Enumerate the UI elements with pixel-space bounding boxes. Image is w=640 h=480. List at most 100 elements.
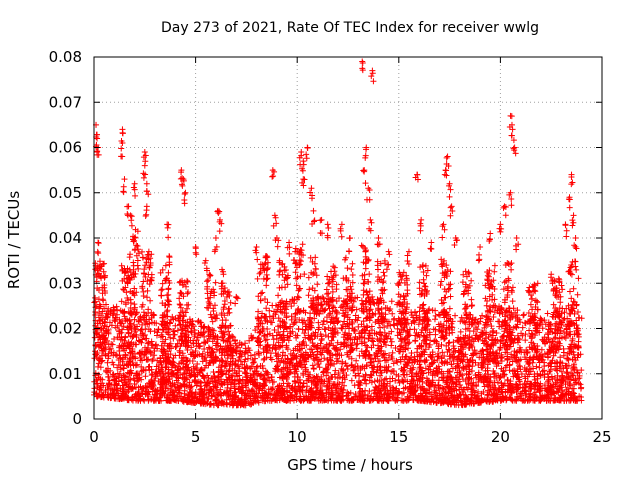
data-point [198,380,205,387]
data-point [433,365,440,372]
data-point [541,338,548,345]
data-point [301,330,308,337]
data-point [296,316,303,323]
data-point [102,352,109,359]
data-point [113,352,120,359]
data-point [541,382,548,389]
data-point [227,358,234,365]
data-point [313,381,320,388]
data-point [521,388,528,395]
data-point [537,317,544,324]
data-point [186,379,193,386]
data-point [113,381,120,388]
data-point [287,330,294,337]
data-point [332,374,339,381]
data-point [377,363,384,370]
data-point [564,384,571,391]
data-point [94,380,101,387]
data-point [185,391,192,398]
data-point [510,353,517,360]
data-point [154,345,161,352]
data-point [343,363,350,370]
data-point [440,394,447,401]
data-point [283,397,290,404]
data-point [475,379,482,386]
data-point [164,376,171,383]
data-point [352,295,359,302]
data-point [436,390,443,397]
data-point [351,366,358,373]
data-point [206,386,213,393]
data-point [547,367,554,374]
data-point [412,338,419,345]
data-point [377,388,384,395]
data-point [334,375,341,382]
data-point [99,308,106,315]
data-point [339,358,346,365]
data-point [96,386,103,393]
data-point [187,373,194,379]
data-point [242,340,249,347]
data-point [205,344,212,351]
data-point [111,336,118,343]
data-point [318,337,325,344]
data-point [300,338,307,345]
data-point [199,350,206,357]
data-point [150,311,157,318]
data-point [458,350,465,357]
data-point [104,314,111,321]
data-point [543,387,550,394]
data-point [526,393,533,400]
data-point [110,371,117,378]
data-point [477,399,484,406]
data-point [537,397,544,404]
data-point [193,382,200,389]
data-point [516,336,523,343]
data-point [111,377,118,384]
data-point [114,311,121,318]
data-point [363,380,370,387]
data-point [179,374,186,381]
data-point [387,306,394,313]
data-point [438,354,445,361]
data-point [513,373,520,380]
data-point [120,382,127,389]
data-point [537,372,544,379]
data-point [255,350,262,357]
data-point [103,301,110,308]
data-point [316,376,323,383]
data-point [389,355,396,362]
data-point [474,326,481,333]
data-point [545,335,552,342]
data-point [409,359,416,366]
data-point [319,321,326,328]
data-point [426,306,433,313]
data-point [343,372,350,379]
data-point [274,390,281,397]
data-point [233,369,240,376]
data-point [471,392,478,399]
data-point [196,393,203,400]
data-point [560,364,567,371]
data-point [215,364,222,371]
data-point [387,335,394,342]
data-point [191,333,198,340]
data-point [177,322,184,329]
data-point [366,388,373,395]
data-point [544,330,551,337]
data-point [448,384,455,390]
data-point [260,333,267,340]
data-point [569,385,576,392]
data-point [514,321,521,328]
data-point [281,389,288,396]
data-point [309,362,316,369]
data-point [500,333,507,340]
data-point [140,309,147,316]
data-point [252,327,259,334]
data-point [459,372,466,379]
data-point [482,377,489,384]
data-point [408,312,415,319]
data-point [146,367,153,374]
data-point [341,376,348,383]
data-point [390,390,397,397]
